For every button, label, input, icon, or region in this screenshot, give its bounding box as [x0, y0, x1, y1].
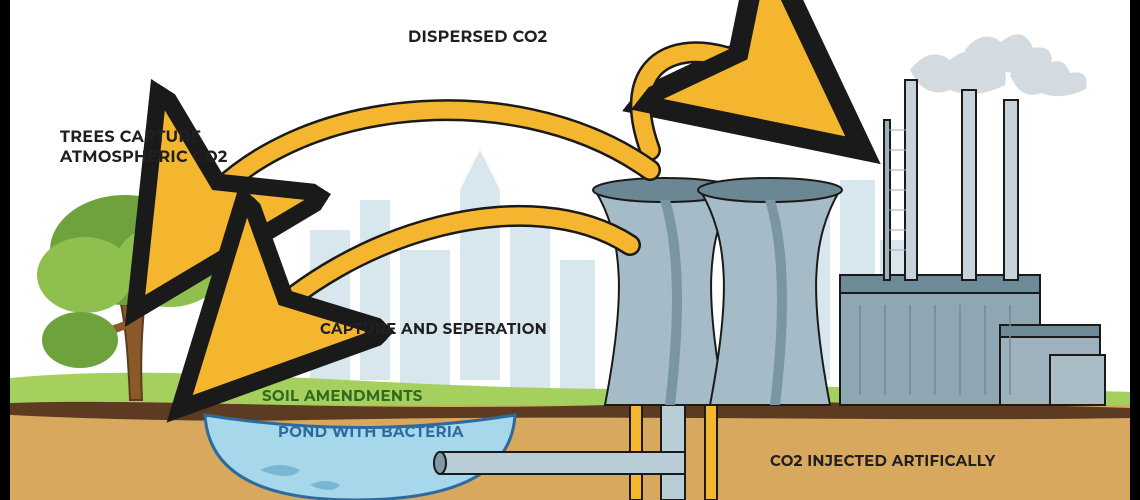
label-dispersed-co2: DISPERSED CO2	[408, 28, 547, 48]
label-pond-bacteria: POND WITH BACTERIA	[278, 423, 464, 442]
label-trees-capture: TREES CAPTURE ATMOSPHERIC CO2	[60, 128, 228, 168]
label-soil-amendments: SOIL AMENDMENTS	[262, 387, 423, 406]
co2-cycle-infographic: { "canvas":{"w":1120,"h":500,"bg":"#ffff…	[10, 0, 1130, 500]
smoke	[910, 34, 1087, 96]
label-capture-separation: CAPTURE AND SEPERATION	[320, 320, 547, 339]
label-co2-injected: CO2 INJECTED ARTIFICALLY	[770, 452, 995, 471]
scene-svg	[10, 0, 1130, 500]
smokestacks	[884, 80, 1018, 280]
cooling-towers	[593, 178, 842, 405]
factory-buildings	[840, 275, 1105, 405]
